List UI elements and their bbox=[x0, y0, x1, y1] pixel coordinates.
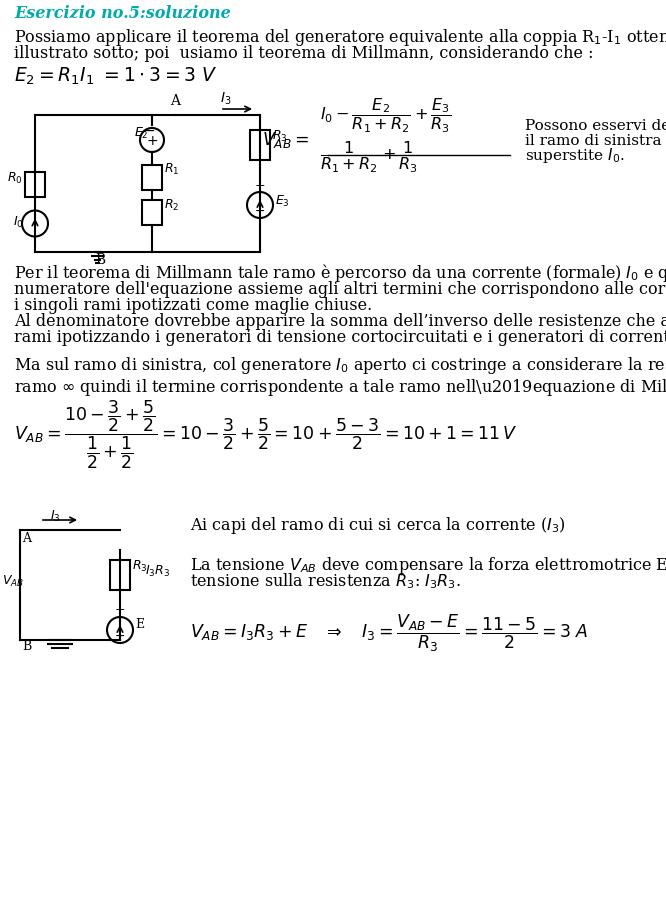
Text: ramo $\infty$ quindi il termine corrispondente a tale ramo nell\u2019equazione d: ramo $\infty$ quindi il termine corrispo… bbox=[14, 373, 666, 398]
Text: $V_{AB} = \dfrac{10 - \dfrac{3}{2} + \dfrac{5}{2}}{\dfrac{1}{2} + \dfrac{1}{2}} : $V_{AB} = \dfrac{10 - \dfrac{3}{2} + \df… bbox=[14, 399, 517, 471]
Text: +: + bbox=[255, 179, 266, 192]
Text: $E_3$: $E_3$ bbox=[275, 194, 290, 209]
Text: $R_1$: $R_1$ bbox=[164, 162, 179, 177]
Text: $I_3 R_3$: $I_3 R_3$ bbox=[145, 564, 170, 579]
Text: A: A bbox=[170, 94, 180, 108]
Bar bbox=[110, 560, 130, 590]
Bar bbox=[250, 130, 270, 160]
Text: il ramo di sinistra , contenente il generatore di corrente: il ramo di sinistra , contenente il gene… bbox=[525, 134, 666, 148]
Text: $I_3$: $I_3$ bbox=[220, 91, 232, 107]
Text: Ai capi del ramo di cui si cerca la corrente ($I_3$): Ai capi del ramo di cui si cerca la corr… bbox=[190, 515, 565, 536]
Text: −: − bbox=[115, 630, 125, 643]
Text: $I_0 - \dfrac{E_2}{R_1+R_2} + \dfrac{E_3}{R_3}$: $I_0 - \dfrac{E_2}{R_1+R_2} + \dfrac{E_3… bbox=[320, 96, 452, 135]
Text: $R_2$: $R_2$ bbox=[164, 198, 179, 214]
Text: E: E bbox=[135, 618, 144, 631]
Text: tensione sulla resistenza $R_3$: $I_3 R_3$.: tensione sulla resistenza $R_3$: $I_3 R_… bbox=[190, 571, 461, 591]
Bar bbox=[142, 200, 162, 225]
Text: Per il teorema di Millmann tale ramo è percorso da una corrente (formale) $I_0$ : Per il teorema di Millmann tale ramo è p… bbox=[14, 262, 666, 284]
Text: Al denominatore dovrebbe apparire la somma dell’inverso delle resistenze che app: Al denominatore dovrebbe apparire la som… bbox=[14, 313, 666, 330]
Text: rami ipotizzando i generatori di tensione cortocircuitati e i generatori di corr: rami ipotizzando i generatori di tension… bbox=[14, 329, 666, 346]
Text: $I_0$: $I_0$ bbox=[13, 214, 24, 230]
Text: superstite $I_0$.: superstite $I_0$. bbox=[525, 146, 625, 165]
Text: −: − bbox=[255, 205, 266, 218]
Circle shape bbox=[247, 192, 273, 218]
Circle shape bbox=[107, 617, 133, 643]
Circle shape bbox=[22, 211, 48, 236]
Text: Possono esservi delle perplessità su come interpretare: Possono esservi delle perplessità su com… bbox=[525, 118, 666, 133]
Bar bbox=[142, 165, 162, 190]
Text: $\dfrac{1}{R_1+R_2} + \dfrac{1}{R_3}$: $\dfrac{1}{R_1+R_2} + \dfrac{1}{R_3}$ bbox=[320, 139, 420, 175]
Text: $V_{AB} =$: $V_{AB} =$ bbox=[262, 130, 309, 150]
Circle shape bbox=[140, 128, 164, 152]
Text: B: B bbox=[95, 253, 105, 267]
Text: −: − bbox=[144, 124, 156, 138]
Text: $E_2 = R_1 I_1 \ = 1 \cdot 3 = 3\ V$: $E_2 = R_1 I_1 \ = 1 \cdot 3 = 3\ V$ bbox=[14, 66, 217, 87]
Text: $R_0$: $R_0$ bbox=[7, 170, 23, 186]
Text: numeratore dell'equazione assieme agli altri termini che corrispondono alle corr: numeratore dell'equazione assieme agli a… bbox=[14, 281, 666, 298]
Text: illustrato sotto; poi  usiamo il teorema di Millmann, considerando che :: illustrato sotto; poi usiamo il teorema … bbox=[14, 45, 593, 62]
Text: $V_{AB} = I_3 R_3 + E \quad \Rightarrow \quad I_3 = \dfrac{V_{AB} - E}{R_3} = \d: $V_{AB} = I_3 R_3 + E \quad \Rightarrow … bbox=[190, 613, 589, 654]
Text: +: + bbox=[147, 134, 159, 148]
Text: i singoli rami ipotizzati come maglie chiuse.: i singoli rami ipotizzati come maglie ch… bbox=[14, 297, 372, 314]
Bar bbox=[25, 171, 45, 196]
Text: $R_3$: $R_3$ bbox=[272, 129, 288, 144]
Text: Possiamo applicare il teorema del generatore equivalente alla coppia R$_1$-I$_1$: Possiamo applicare il teorema del genera… bbox=[14, 27, 666, 48]
Text: $R_3$: $R_3$ bbox=[132, 559, 148, 574]
Text: Esercizio no.5:soluzione: Esercizio no.5:soluzione bbox=[14, 5, 230, 22]
Text: $E_2$: $E_2$ bbox=[134, 126, 149, 141]
Text: Ma sul ramo di sinistra, col generatore $I_0$ aperto ci costringe a considerare : Ma sul ramo di sinistra, col generatore … bbox=[14, 355, 666, 376]
Text: La tensione $V_{AB}$ deve compensare la forza elettromotrice E e la caduta di: La tensione $V_{AB}$ deve compensare la … bbox=[190, 555, 666, 576]
Text: +: + bbox=[115, 603, 126, 616]
Text: $I_3$: $I_3$ bbox=[50, 509, 61, 524]
Text: $V_{AB}$: $V_{AB}$ bbox=[2, 574, 24, 589]
Text: A: A bbox=[22, 532, 31, 545]
Text: B: B bbox=[22, 640, 31, 653]
